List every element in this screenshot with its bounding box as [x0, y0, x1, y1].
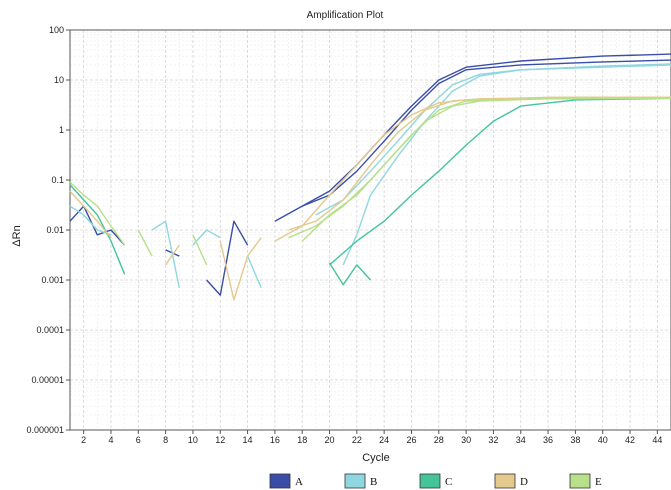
chart-title: Amplification Plot — [307, 10, 384, 21]
x-tick-label: 32 — [488, 435, 498, 445]
series-line-c — [329, 97, 671, 266]
x-tick-label: 38 — [570, 435, 580, 445]
y-axis-ticks: 0.000001 0.00001 0.0001 0.001 0.01 0.1 1 10 100 — [26, 25, 70, 435]
x-tick-label: 20 — [325, 435, 335, 445]
y-tick-label: 100 — [49, 25, 64, 35]
x-tick-label: 34 — [516, 435, 526, 445]
series-line-a — [69, 205, 126, 246]
series-line-b — [151, 220, 180, 288]
x-tick-label: 6 — [136, 435, 141, 445]
series-line-d — [274, 96, 671, 242]
series-line-b — [69, 205, 112, 236]
legend-swatch-a — [269, 473, 291, 489]
series-line-e — [192, 234, 208, 266]
x-tick-label: 22 — [352, 435, 362, 445]
series-line-d — [69, 190, 112, 239]
series-line-a — [301, 59, 671, 207]
series-line-e — [137, 229, 153, 257]
y-tick-label: 0.1 — [51, 175, 64, 185]
x-axis-ticks: 2 4 6 8 10 12 14 16 18 20 22 24 26 28 30 32 34 36 38 40 42 44 — [81, 430, 662, 445]
legend-swatch-d — [494, 473, 516, 489]
series-line-e — [69, 181, 126, 246]
legend-label-b: B — [370, 476, 377, 488]
x-tick-label: 44 — [652, 435, 662, 445]
x-tick-label: 12 — [215, 435, 225, 445]
minor-gridlines — [69, 30, 671, 430]
x-tick-label: 24 — [379, 435, 389, 445]
legend: A B C D E — [269, 473, 602, 489]
y-tick-label: 0.0001 — [36, 325, 64, 335]
series-line-e — [301, 97, 671, 242]
series-line-d — [288, 96, 671, 231]
legend-label-d: D — [520, 476, 528, 488]
legend-label-a: A — [295, 476, 303, 488]
y-tick-label: 1 — [59, 125, 64, 135]
x-tick-label: 8 — [163, 435, 168, 445]
legend-swatch-c — [419, 473, 441, 489]
series-line-c — [328, 262, 372, 286]
series-line-a — [206, 220, 249, 296]
legend-label-c: C — [445, 476, 452, 488]
legend-label-e: E — [595, 476, 602, 488]
x-axis-label: Cycle — [362, 452, 390, 464]
series-line-d — [165, 244, 180, 266]
series-layer — [69, 53, 671, 301]
series-line-c — [69, 184, 126, 275]
y-tick-label: 0.001 — [41, 275, 64, 285]
x-tick-label: 40 — [598, 435, 608, 445]
x-tick-label: 42 — [625, 435, 635, 445]
y-tick-label: 0.01 — [46, 225, 64, 235]
y-tick-label: 0.000001 — [26, 425, 64, 435]
x-tick-label: 14 — [243, 435, 253, 445]
x-tick-label: 28 — [434, 435, 444, 445]
series-line-a — [274, 53, 671, 222]
x-tick-label: 36 — [543, 435, 553, 445]
x-tick-label: 4 — [108, 435, 113, 445]
x-tick-label: 16 — [270, 435, 280, 445]
legend-swatch-e — [569, 473, 591, 489]
legend-swatch-b — [344, 473, 366, 489]
x-tick-label: 2 — [81, 435, 86, 445]
x-tick-label: 26 — [406, 435, 416, 445]
series-line-d — [219, 237, 262, 301]
y-axis-label: ΔRn — [11, 225, 23, 246]
x-tick-label: 18 — [297, 435, 307, 445]
x-tick-label: 10 — [188, 435, 198, 445]
x-tick-label: 30 — [461, 435, 471, 445]
y-tick-label: 10 — [54, 75, 64, 85]
series-line-b — [246, 255, 262, 288]
series-line-b — [192, 229, 221, 246]
y-tick-label: 0.00001 — [31, 375, 64, 385]
